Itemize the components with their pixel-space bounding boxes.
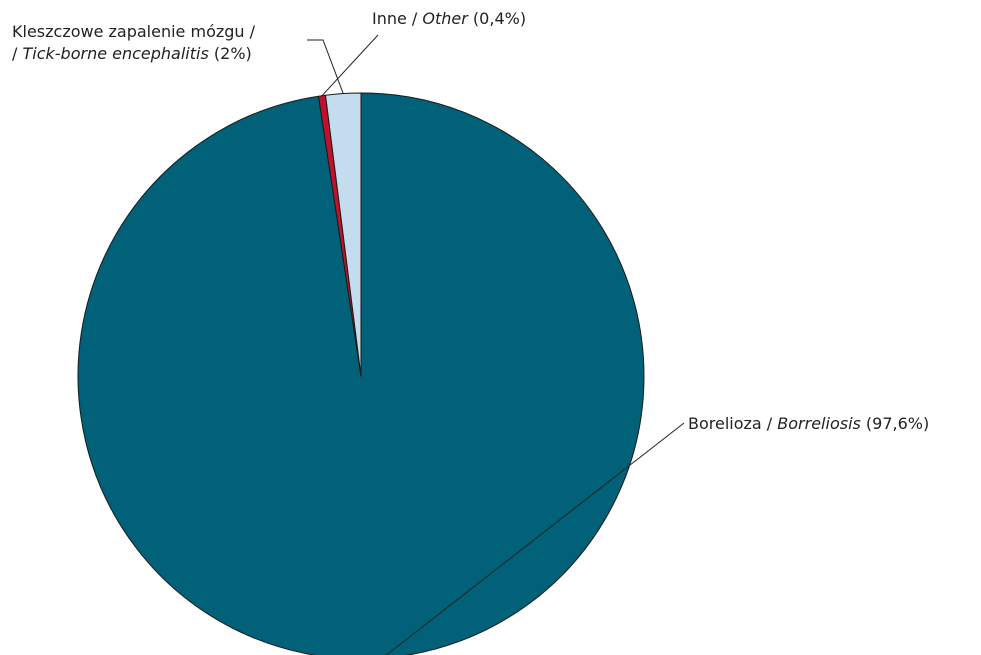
slice-label-borreliosis: Borelioza / Borreliosis (97,6%) (688, 414, 929, 433)
slice-label-other: Inne / Other (0,4%) (372, 9, 526, 28)
pie-slices (77, 92, 645, 655)
leader-line-borreliosis (385, 422, 685, 655)
slice-label-tick-borne-encephalitis-line2: / Tick-borne encephalitis (2%) (12, 44, 252, 63)
leader-lines (307, 34, 685, 655)
leader-line-tick-borne-encephalitis (307, 39, 344, 94)
leader-line-other (321, 34, 379, 97)
slice-borreliosis (77, 92, 645, 655)
slice-label-tick-borne-encephalitis: Kleszczowe zapalenie mózgu / (12, 22, 256, 41)
